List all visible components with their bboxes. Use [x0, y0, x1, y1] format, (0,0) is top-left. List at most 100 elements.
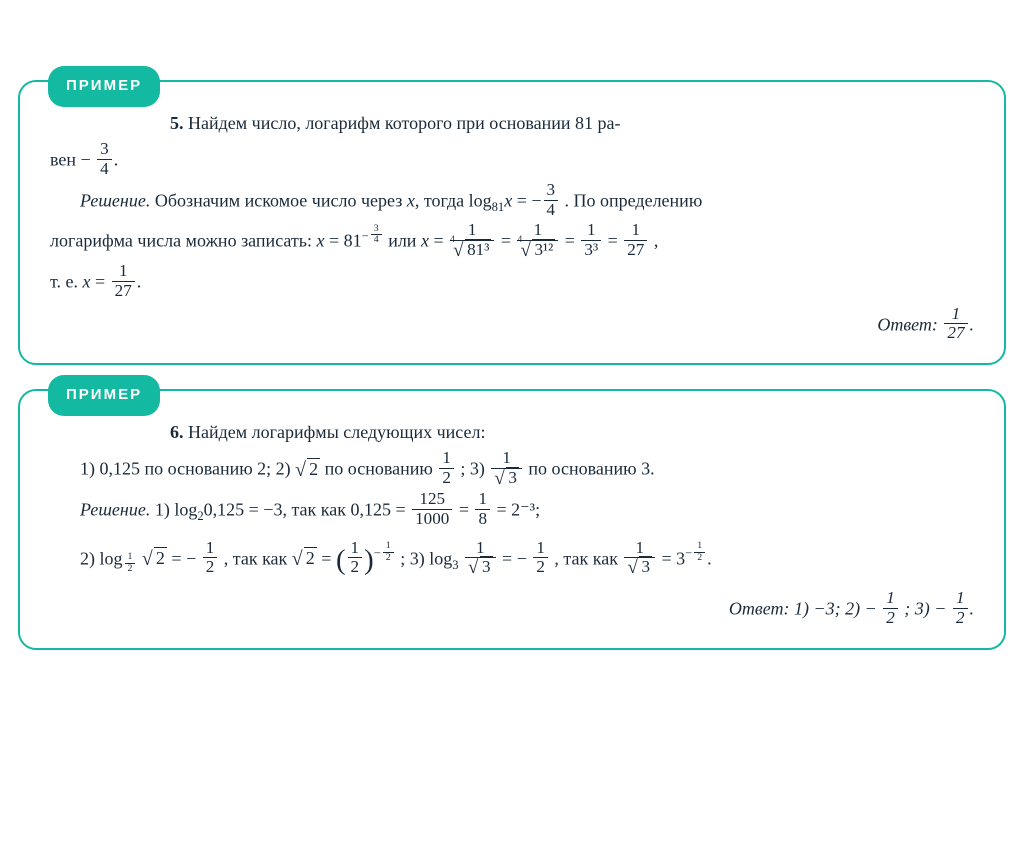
eq-3: = [501, 231, 516, 251]
eq-e: = [661, 548, 676, 568]
answer-frac: 1 27 [944, 305, 967, 344]
x-var-2: x [504, 190, 512, 210]
ex6-p1d: по основанию 3. [528, 459, 654, 479]
eq-a: = [459, 499, 474, 519]
frac-1-2-d: 12 [533, 539, 548, 578]
ex6-intro-text: Найдем логарифмы следующих чисел: [188, 422, 485, 442]
ex6-answer: Ответ: 1) −3; 2) − 12 ; 3) − 12. [50, 591, 974, 630]
paren: ( [336, 544, 346, 576]
ex5-number: 5. [170, 113, 184, 133]
eq-b: = [171, 548, 186, 568]
frac-1-2-c: 12 [348, 539, 363, 578]
ex6-s2d: , так как [554, 548, 622, 568]
ex5-solution-line1: Решение. Обозначим искомое число через x… [50, 183, 974, 222]
frac-1-8: 18 [475, 490, 490, 529]
three-b: 3 [676, 548, 685, 568]
fraction-3-4-b: 34 [544, 181, 559, 220]
exp-neg-half: −12 [374, 546, 396, 560]
sqrt2-b: 2 [142, 541, 167, 575]
reshenie-label-6: Решение. [80, 499, 150, 519]
example-box-6: ПРИМЕР 6. Найдем логарифмы следующих чис… [18, 389, 1006, 650]
ex5-intro-line2: вен − 3 4 . [50, 142, 974, 181]
frac-125-1000: 1251000 [412, 490, 452, 529]
answer-label-6: Ответ: [729, 599, 790, 619]
twominus3: = 2⁻³; [497, 499, 541, 519]
ex5-sol1a: Обозначим искомое число через [155, 190, 407, 210]
dot-2: . [137, 271, 142, 291]
eq: = [512, 190, 531, 210]
ex6-s2b: , так как [224, 548, 292, 568]
x-var: x [407, 190, 415, 210]
ex6-s2a: 2) log [80, 548, 123, 568]
eq-d: = [502, 548, 517, 568]
exponent-neg-3-4: −34 [362, 229, 384, 243]
log-base-81: 81 [492, 200, 505, 214]
paren-r: ) [364, 544, 374, 576]
ex6-problems: 1) 0,125 по основанию 2; 2) 2 по основан… [50, 451, 974, 490]
frac-1-27: 1 27 [624, 221, 647, 260]
frac-1-root3-12: 1 43¹² [517, 221, 558, 260]
eq-6: = [91, 271, 110, 291]
example-box-5: ПРИМЕР 5. Найдем число, логарифм которог… [18, 80, 1006, 365]
log-base-3: 3 [452, 558, 458, 572]
frac-1-2-b: 12 [203, 539, 218, 578]
answer-label: Ответ: [877, 314, 938, 334]
ex6-s1a: 1) log [155, 499, 198, 519]
ex6-ans-b: ; 3) [904, 599, 934, 619]
ex6-intro: 6. Найдем логарифмы следующих чисел: [50, 415, 974, 449]
x-var-5: x [83, 271, 91, 291]
ex5-sol1c: . По определению [565, 190, 703, 210]
ex6-ans-a: 1) −3; 2) [794, 599, 865, 619]
ex6-solution-1: Решение. 1) log20,125 = −3, так как 0,12… [50, 492, 974, 531]
ili: или [388, 231, 421, 251]
dot-3: . [970, 314, 975, 334]
minus-e: − [934, 599, 946, 619]
ex6-number: 6. [170, 422, 184, 442]
reshenie-label: Решение. [80, 190, 150, 210]
ex5-answer: Ответ: 1 27 . [50, 307, 974, 346]
example-badge-6: ПРИМЕР [48, 375, 160, 416]
ex6-s1b: 0,125 = −3, так как 0,125 = [204, 499, 410, 519]
ex6-p1b: по основанию [325, 459, 438, 479]
ex5-solution-line2: логарифма числа можно записать: x = 81−3… [50, 223, 974, 262]
minus-sign: − [81, 150, 91, 170]
dot-c: . [707, 548, 712, 568]
frac-1-sqrt3-c: 13 [624, 539, 655, 578]
example-badge: ПРИМЕР [48, 66, 160, 107]
comma: , [649, 231, 658, 251]
minus-d: − [865, 599, 877, 619]
eq-4: = [565, 231, 580, 251]
eq-5: = [608, 231, 623, 251]
sqrt2-c: 2 [292, 541, 317, 575]
fraction-3-4: 3 4 [97, 140, 112, 179]
minus-c: − [517, 548, 527, 568]
te: т. е. [50, 271, 83, 291]
frac-1-root81: 1 481³ [450, 221, 494, 260]
ex5-sol2a: логарифма числа можно записать: [50, 231, 317, 251]
ex5-intro-a: Найдем число, логарифм которого при осно… [188, 113, 620, 133]
log-base-half: 12 [123, 558, 138, 572]
ans-frac-1-2: 12 [883, 589, 898, 628]
ex5-solution-line3: т. е. x = 1 27 . [50, 264, 974, 303]
dot-d: . [970, 599, 975, 619]
ex6-p1c: ; 3) [460, 459, 489, 479]
x-var-4: x [421, 231, 429, 251]
ex6-s2c: ; 3) log [400, 548, 452, 568]
minus-b: − [186, 548, 196, 568]
ex5-sol1b: , тогда log [415, 190, 492, 210]
sqrt2: 2 [295, 452, 320, 486]
ex6-p1: 1) 0,125 по основанию 2; 2) [80, 459, 295, 479]
x-var-3: x [317, 231, 325, 251]
minus-sign-2: − [531, 190, 541, 210]
exp-neg-half-b: −12 [685, 546, 707, 560]
eq-c: = [321, 548, 336, 568]
frac-1-3cubed: 1 3³ [581, 221, 601, 260]
frac-1-sqrt3-b: 13 [465, 539, 496, 578]
expr1: = 81 [325, 231, 362, 251]
ex5-intro-b: вен [50, 150, 81, 170]
eq-2: = [429, 231, 448, 251]
frac-1-2: 12 [439, 449, 454, 488]
dot: . [114, 150, 119, 170]
ex6-solution-2: 2) log12 2 = − 12 , так как 2 = (12)−12 … [50, 533, 974, 588]
ex5-intro-line1: 5. Найдем число, логарифм которого при о… [50, 106, 974, 140]
